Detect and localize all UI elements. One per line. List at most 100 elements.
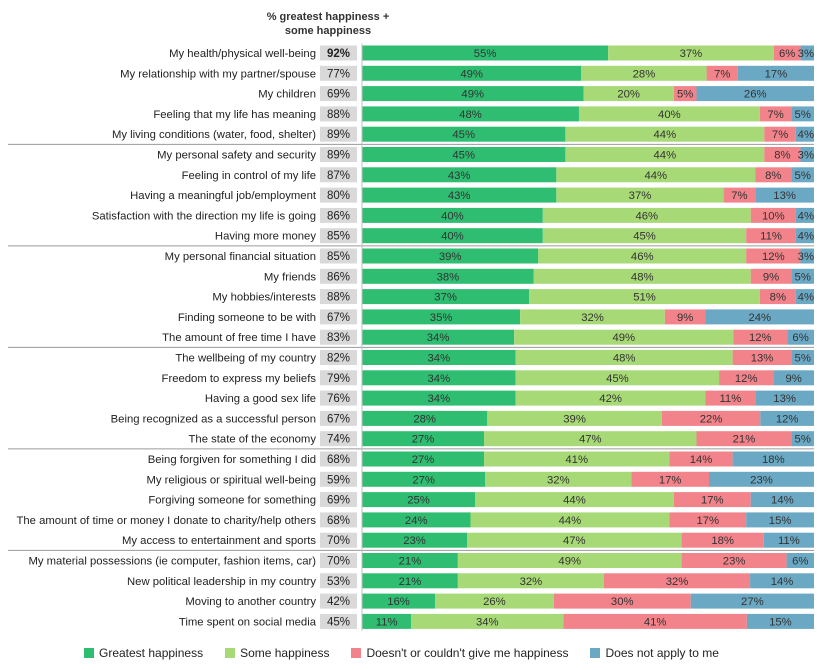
row-label: New political leadership in my country xyxy=(127,576,316,588)
bar-segment-some xyxy=(484,451,670,467)
data-label: 24% xyxy=(405,515,428,527)
total-box xyxy=(320,471,357,487)
total-value: 67% xyxy=(327,312,350,324)
bar-segment-doesnt xyxy=(705,390,756,406)
data-label: 45% xyxy=(452,150,475,162)
bar-segment-greatest xyxy=(362,207,543,223)
bar-segment-some xyxy=(520,309,665,325)
total-value: 70% xyxy=(327,556,350,568)
total-box xyxy=(320,553,357,568)
row-label: The state of the economy xyxy=(189,434,317,446)
total-value: 85% xyxy=(327,251,350,263)
total-box xyxy=(320,451,357,467)
data-label: 7% xyxy=(767,109,783,121)
total-box xyxy=(320,187,357,203)
row-label: My hobbies/interests xyxy=(212,292,316,304)
bar-segment-some xyxy=(487,410,662,426)
data-label: 21% xyxy=(733,434,756,446)
data-label: 43% xyxy=(448,170,471,182)
bar-segment-greatest xyxy=(362,451,485,467)
data-label: 25% xyxy=(407,495,430,507)
bar-segment-greatest xyxy=(362,431,485,447)
data-label: 3% xyxy=(798,150,814,162)
total-value: 89% xyxy=(327,129,350,141)
data-label: 42% xyxy=(599,393,622,405)
bar-segment-doesnt xyxy=(631,471,709,487)
bar-segment-na xyxy=(750,573,814,589)
bar-segment-doesnt xyxy=(669,512,747,528)
bar-segment-doesnt xyxy=(759,289,796,305)
data-label: 15% xyxy=(769,515,792,527)
total-value: 79% xyxy=(327,373,350,385)
bar-segment-some xyxy=(538,248,747,264)
data-label: 34% xyxy=(427,332,450,344)
data-label: 7% xyxy=(731,190,747,202)
data-label: 39% xyxy=(439,251,462,263)
bar-segment-na xyxy=(696,86,814,102)
bar-segment-greatest xyxy=(362,390,516,406)
data-label: 34% xyxy=(428,393,451,405)
data-label: 5% xyxy=(795,170,811,182)
data-label: 3% xyxy=(798,251,814,263)
total-value: 76% xyxy=(327,393,350,405)
bar-segment-na xyxy=(795,228,814,244)
data-label: 35% xyxy=(430,312,453,324)
total-box xyxy=(320,106,357,122)
data-label: 13% xyxy=(751,353,774,365)
data-label: 34% xyxy=(476,616,499,628)
row-label: The amount of time or money I donate to … xyxy=(16,515,316,527)
total-value: 42% xyxy=(327,596,350,608)
bar-segment-greatest xyxy=(362,593,436,609)
bar-segment-na xyxy=(791,268,814,284)
data-label: 26% xyxy=(483,596,506,608)
data-label: 44% xyxy=(563,495,586,507)
legend-swatch-doesnt xyxy=(351,648,362,658)
data-label: 6% xyxy=(792,332,808,344)
total-box xyxy=(320,248,357,264)
bar-segment-some xyxy=(533,268,751,284)
bar-segment-doesnt xyxy=(664,309,706,325)
total-box xyxy=(320,207,357,223)
data-label: 6% xyxy=(779,48,795,60)
data-label: 45% xyxy=(452,129,475,141)
data-label: 28% xyxy=(633,68,656,80)
data-label: 5% xyxy=(795,109,811,121)
bar-segment-doesnt xyxy=(764,126,796,142)
bar-segment-na xyxy=(800,147,814,162)
total-value: 88% xyxy=(327,109,350,121)
bar-segment-na xyxy=(755,187,814,203)
bar-segment-na xyxy=(787,329,814,345)
data-label: 7% xyxy=(714,68,730,80)
data-label: 12% xyxy=(735,373,758,385)
bar-segment-some xyxy=(411,613,564,629)
bar-segment-na xyxy=(760,410,814,426)
bar-segment-greatest xyxy=(362,86,584,102)
total-value: 86% xyxy=(327,271,350,283)
total-box xyxy=(320,167,357,183)
row-label: Being forgiven for something I did xyxy=(148,454,316,466)
total-header-line2: some happiness xyxy=(284,25,372,37)
bar-segment-greatest xyxy=(362,268,534,284)
bar-segment-greatest xyxy=(362,228,543,244)
data-label: 47% xyxy=(563,535,586,547)
bar-segment-na xyxy=(763,532,814,548)
total-box xyxy=(320,492,357,508)
legend-item-some: Some happiness xyxy=(225,646,329,660)
row-label: My living conditions (water, food, shelt… xyxy=(112,129,316,141)
total-value: 87% xyxy=(327,170,350,182)
data-label: 38% xyxy=(437,271,460,283)
total-box xyxy=(320,86,357,102)
data-label: 34% xyxy=(428,373,451,385)
total-header-line1: % greatest happiness + xyxy=(266,11,390,23)
bar-segment-na xyxy=(732,451,814,467)
row-label: My material possessions (ie computer, fa… xyxy=(28,556,316,568)
data-label: 32% xyxy=(520,576,543,588)
data-label: 3% xyxy=(798,48,814,60)
bar-segment-some xyxy=(529,289,760,305)
total-box xyxy=(320,126,357,142)
data-label: 30% xyxy=(611,596,634,608)
data-label: 4% xyxy=(798,231,814,243)
data-label: 17% xyxy=(659,474,682,486)
total-box xyxy=(320,309,357,325)
data-label: 20% xyxy=(617,89,640,101)
